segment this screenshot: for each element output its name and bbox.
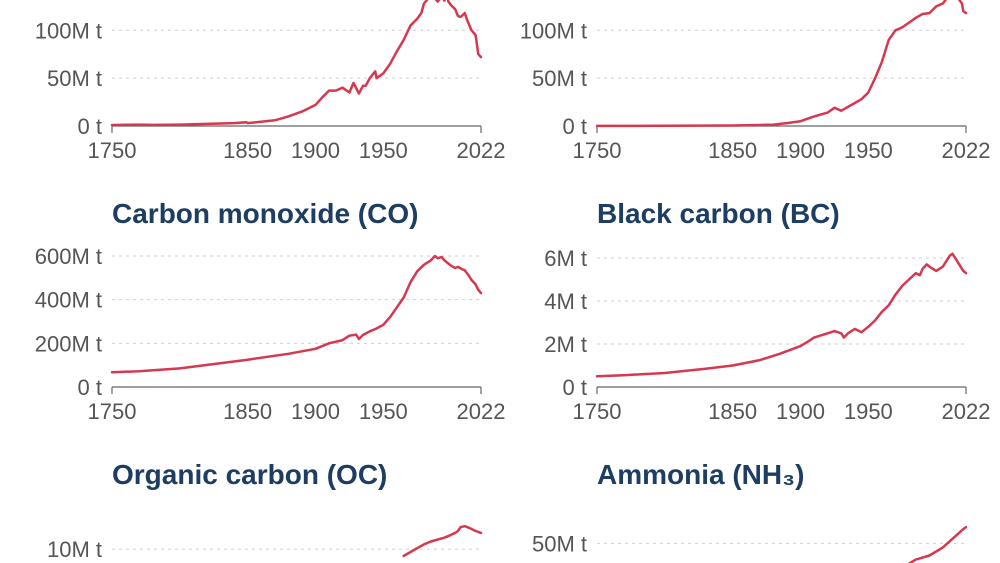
y-tick-label-co-3: 600M t — [35, 244, 102, 269]
y-tick-label-so2-0: 0 t — [78, 114, 102, 139]
y-tick-label-nox-1: 50M t — [532, 66, 587, 91]
x-tick-label-so2-1: 1850 — [223, 138, 272, 163]
series-line-nox-0 — [595, 0, 968, 128]
series-line-nh3-0 — [907, 525, 968, 563]
y-tick-label-co-1: 200M t — [35, 331, 102, 356]
x-tick-label-so2-3: 1950 — [359, 138, 408, 163]
series-line-bc-0 — [595, 252, 968, 378]
y-tick-label-bc-2: 4M t — [544, 289, 587, 314]
x-tick-label-bc-2: 1900 — [776, 399, 825, 424]
x-tick-label-nox-2: 1900 — [776, 138, 825, 163]
y-tick-label-bc-0: 0 t — [563, 375, 587, 400]
panel-title-nh3: Ammonia (NH₃) — [597, 459, 805, 490]
panel-title-oc: Organic carbon (OC) — [112, 459, 388, 490]
y-tick-label-co-0: 0 t — [78, 375, 102, 400]
x-tick-label-bc-4: 2022 — [942, 399, 991, 424]
x-tick-label-co-1: 1850 — [223, 399, 272, 424]
panel-title-co: Carbon monoxide (CO) — [112, 198, 419, 229]
x-tick-label-co-2: 1900 — [291, 399, 340, 424]
y-tick-label-co-2: 400M t — [35, 288, 102, 313]
x-tick-label-nox-3: 1950 — [844, 138, 893, 163]
x-tick-label-so2-4: 2022 — [457, 138, 506, 163]
y-tick-label-bc-3: 6M t — [544, 246, 587, 271]
y-tick-label-so2-1: 50M t — [47, 66, 102, 91]
y-tick-label-bc-1: 2M t — [544, 332, 587, 357]
x-tick-label-bc-0: 1750 — [573, 399, 622, 424]
x-tick-label-co-4: 2022 — [457, 399, 506, 424]
panel-title-bc: Black carbon (BC) — [597, 198, 840, 229]
x-tick-label-nox-0: 1750 — [573, 138, 622, 163]
series-line-so2-0 — [110, 0, 483, 127]
x-tick-label-co-3: 1950 — [359, 399, 408, 424]
x-tick-label-nox-1: 1850 — [708, 138, 757, 163]
x-tick-label-so2-2: 1900 — [291, 138, 340, 163]
x-tick-label-nox-4: 2022 — [942, 138, 991, 163]
y-tick-label-nh3-0: 50M t — [532, 531, 587, 556]
series-line-oc-0 — [402, 524, 483, 558]
y-tick-label-nox-2: 100M t — [520, 18, 587, 43]
x-tick-label-co-0: 1750 — [88, 399, 137, 424]
x-tick-label-so2-0: 1750 — [88, 138, 137, 163]
y-tick-label-oc-0: 10M t — [47, 537, 102, 562]
x-tick-label-bc-3: 1950 — [844, 399, 893, 424]
series-line-co-0 — [110, 254, 483, 374]
y-tick-label-so2-2: 100M t — [35, 18, 102, 43]
x-tick-label-bc-1: 1850 — [708, 399, 757, 424]
y-tick-label-nox-0: 0 t — [563, 114, 587, 139]
